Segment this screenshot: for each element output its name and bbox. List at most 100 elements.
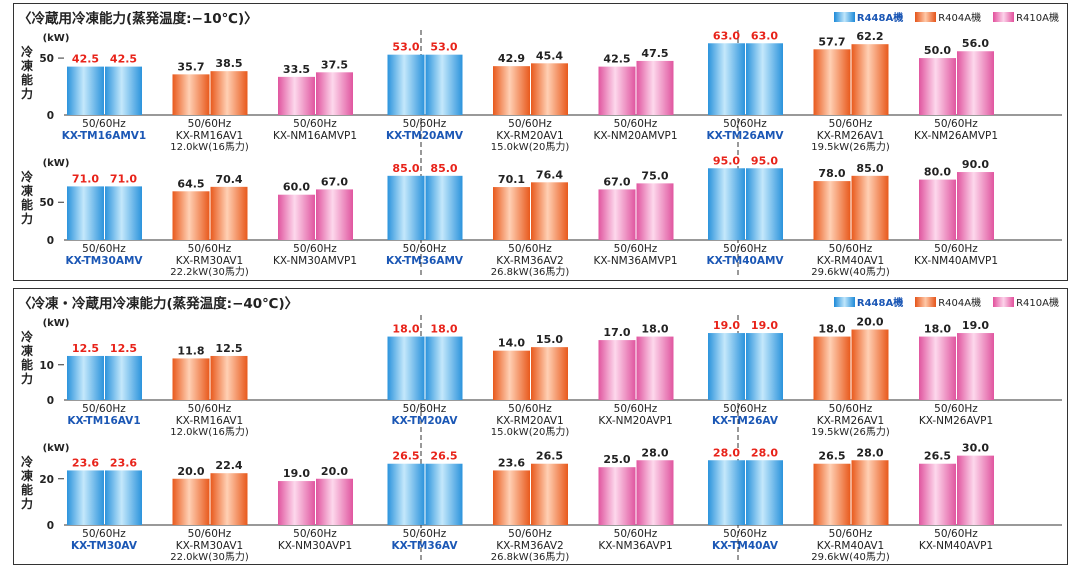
bar-value-label: 14.0 — [498, 337, 525, 350]
legend-swatch-blue — [833, 11, 855, 22]
model-label: KX-NM26AVP1 — [919, 415, 993, 427]
bar-value-label: 20.0 — [321, 465, 348, 478]
model-label: KX-TM20AMV — [386, 130, 464, 142]
legend-label: R404A機 — [938, 298, 982, 309]
frequency-label: 50/60Hz — [82, 243, 126, 255]
bar-value-label: 50.0 — [924, 44, 951, 57]
legend-item-r410a: R410A機 — [993, 9, 1059, 24]
bar-KX-NM36AMVP1-50hz — [598, 189, 636, 240]
model-label: KX-NM26AMVP1 — [914, 130, 998, 142]
bar-value-label: 23.6 — [110, 456, 137, 469]
bar-KX-TM26AMV-50hz — [708, 43, 745, 115]
frequency-label: 50/60Hz — [508, 118, 552, 130]
bar-value-label: 37.5 — [321, 58, 348, 71]
y-axis-unit: (kW) — [43, 443, 70, 454]
capacity-note: 15.0kW(20馬力) — [491, 425, 570, 438]
bar-KX-NM20AVP1-50hz — [598, 340, 636, 400]
bar-KX-RM26AV1-50hz — [813, 49, 851, 115]
model-label: KX-TM26AV — [712, 415, 779, 427]
y-axis-title-char: 冷 — [21, 329, 33, 344]
bar-value-label: 53.0 — [392, 41, 419, 54]
bar-KX-TM40AV-50hz — [708, 460, 745, 525]
model-label: KX-TM36AV — [392, 540, 459, 552]
bar-value-label: 33.5 — [283, 63, 310, 76]
y-axis-title-char: 力 — [21, 496, 33, 511]
frequency-label: 50/60Hz — [829, 403, 873, 415]
bar-KX-RM30AV1-60hz — [210, 473, 248, 525]
bar-value-label: 19.0 — [962, 319, 989, 332]
bar-KX-TM20AV-50hz — [387, 336, 425, 400]
capacity-note: 19.5kW(26馬力) — [811, 425, 890, 438]
bar-KX-TM36AMV-60hz — [425, 175, 463, 240]
bar-value-label: 64.5 — [177, 177, 204, 190]
legend: R448A機 R404A機 R410A機 — [833, 294, 1059, 309]
bar-KX-NM40AVP1-60hz — [957, 455, 994, 525]
legend-item-r404a: R404A機 — [915, 9, 981, 24]
frequency-label: 50/60Hz — [82, 403, 126, 415]
legend-item-r448a: R448A機 — [833, 294, 903, 309]
y-tick-label: 50 — [39, 197, 54, 209]
legend-swatch-orange — [915, 11, 937, 22]
y-axis-title-char: 冷 — [21, 169, 33, 184]
bar-value-label: 35.7 — [177, 60, 204, 73]
model-label: KX-NM36AMVP1 — [593, 255, 677, 267]
bar-KX-TM16AMV1-50hz — [67, 66, 104, 115]
bar-value-label: 85.0 — [392, 162, 419, 175]
legend: R448A機 R404A機 R410A機 — [833, 9, 1059, 24]
bar-value-label: 47.5 — [641, 47, 668, 60]
bar-KX-NM30AVP1-50hz — [278, 481, 315, 525]
bar-KX-NM40AMVP1-60hz — [957, 172, 994, 240]
bar-KX-TM36AMV-50hz — [387, 175, 425, 240]
model-label: KX-TM26AMV — [706, 130, 784, 142]
frequency-label: 50/60Hz — [293, 118, 337, 130]
bar-KX-RM16AV1-60hz — [210, 355, 248, 400]
capacity-note: 29.6kW(40馬力) — [811, 550, 890, 563]
model-label: KX-RM40AV1 — [817, 540, 884, 552]
bar-value-label: 28.0 — [641, 446, 668, 459]
bar-value-label: 63.0 — [713, 29, 740, 42]
bar-value-label: 90.0 — [962, 158, 989, 171]
frequency-label: 50/60Hz — [723, 118, 767, 130]
bar-value-label: 26.5 — [924, 450, 951, 463]
frequency-label: 50/60Hz — [614, 403, 658, 415]
bar-value-label: 28.0 — [751, 446, 778, 459]
bar-KX-NM40AMVP1-50hz — [919, 179, 956, 240]
frequency-label: 50/60Hz — [188, 528, 232, 540]
capacity-note: 22.2kW(30馬力) — [170, 265, 249, 278]
y-axis-title-char: 能 — [21, 72, 33, 87]
bar-value-label: 28.0 — [856, 446, 883, 459]
bar-KX-TM40AMV-60hz — [746, 168, 783, 240]
frequency-label: 50/60Hz — [723, 243, 767, 255]
y-axis-unit: (kW) — [43, 33, 70, 44]
bar-value-label: 75.0 — [641, 169, 668, 182]
bar-value-label: 60.0 — [283, 181, 310, 194]
bar-value-label: 42.5 — [603, 53, 630, 66]
bar-value-label: 18.0 — [924, 323, 951, 336]
legend-swatch-pink — [993, 296, 1015, 307]
bar-value-label: 26.5 — [536, 450, 563, 463]
bar-KX-NM30AMVP1-50hz — [278, 194, 315, 240]
frequency-label: 50/60Hz — [829, 118, 873, 130]
legend-label: R448A機 — [856, 13, 904, 24]
model-label: KX-RM20AV1 — [496, 415, 563, 427]
bar-KX-NM40AVP1-50hz — [919, 463, 956, 525]
bar-KX-RM20AV1-50hz — [493, 66, 530, 115]
panel-title: 〈冷凍・冷蔵用冷凍能力(蒸発温度:−40℃)〉 — [18, 296, 299, 312]
frequency-label: 50/60Hz — [403, 243, 447, 255]
capacity-note: 15.0kW(20馬力) — [491, 140, 570, 153]
y-axis-title-char: 凍 — [21, 343, 34, 358]
bar-KX-NM36AMVP1-60hz — [636, 183, 674, 240]
frequency-label: 50/60Hz — [82, 528, 126, 540]
model-label: KX-TM36AMV — [386, 255, 464, 267]
model-label: KX-RM16AV1 — [176, 130, 243, 142]
frequency-label: 50/60Hz — [723, 403, 767, 415]
y-axis-title-char: 力 — [21, 86, 33, 101]
bar-value-label: 95.0 — [751, 154, 778, 167]
legend-label: R410A機 — [1016, 13, 1059, 24]
bar-KX-NM26AVP1-50hz — [919, 336, 956, 400]
bar-KX-RM40AV1-50hz — [813, 463, 851, 525]
bar-value-label: 18.0 — [430, 323, 457, 336]
bar-value-label: 71.0 — [72, 172, 99, 185]
frequency-label: 50/60Hz — [403, 528, 447, 540]
bar-value-label: 26.5 — [430, 450, 457, 463]
